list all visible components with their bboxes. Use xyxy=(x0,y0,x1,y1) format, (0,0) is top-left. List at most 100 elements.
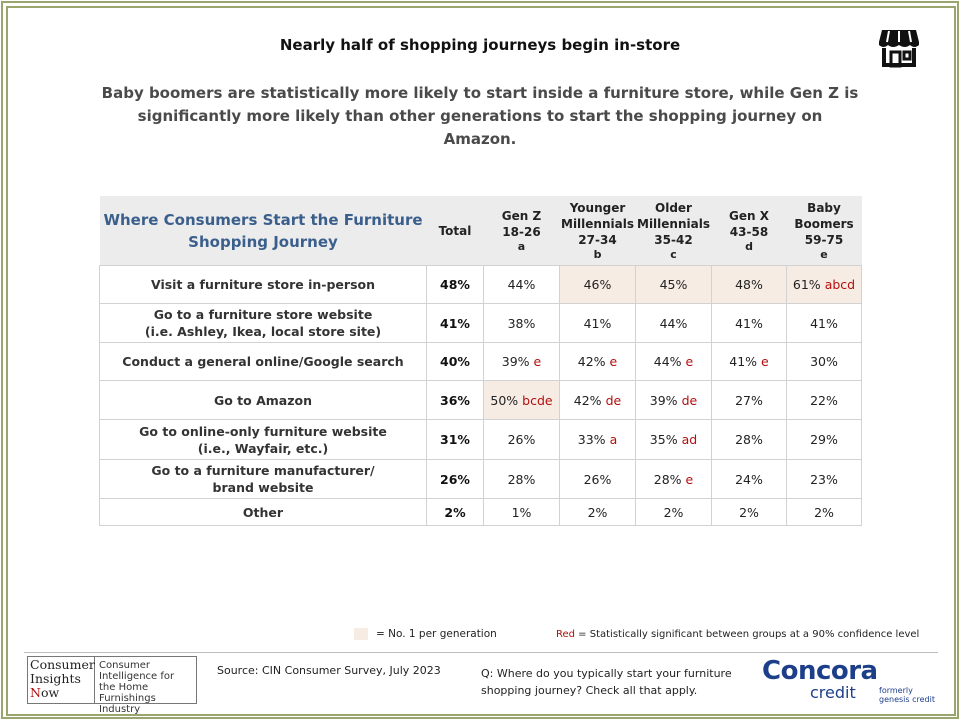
value-cell: 2% xyxy=(635,498,712,526)
cell-value: 38% xyxy=(507,315,536,331)
row-label-line: Go to a furniture manufacturer/ xyxy=(151,463,375,478)
value-cell: 1% xyxy=(483,498,560,526)
cell-value: 29% xyxy=(810,432,838,447)
value-cell: 38% xyxy=(483,303,560,343)
row-label: Other xyxy=(99,498,427,526)
significance-letters: abcd xyxy=(824,277,856,292)
value-cell: 35% ad xyxy=(635,419,712,460)
legend-significance-note: Red = Statistically significant between … xyxy=(556,629,919,640)
legend-red-text: = Statistically significant between grou… xyxy=(575,629,920,640)
slide-title: Nearly half of shopping journeys begin i… xyxy=(279,36,681,54)
cell-value: 41% xyxy=(735,315,763,331)
value-cell: 44% xyxy=(483,265,560,304)
col-letter: d xyxy=(745,239,753,253)
table-corner-label: Where Consumers Start the Furniture Shop… xyxy=(99,196,427,266)
table-row: Visit a furniture store in-person 48% 44% 4… xyxy=(99,265,862,304)
logo-rest: ow xyxy=(40,685,60,700)
col-header-gen-x: Gen X 43-58 d xyxy=(711,196,787,266)
value-cell: 2% xyxy=(711,498,787,526)
cell-value: 26% xyxy=(583,471,612,487)
row-label-line: Visit a furniture store in-person xyxy=(150,277,376,292)
row-label: Go to online-only furniture website (i.e.… xyxy=(99,419,427,460)
col-range: 59-75 xyxy=(804,232,844,247)
row-label: Go to a furniture store website (i.e. Ash… xyxy=(99,303,427,343)
row-label-line: brand website xyxy=(212,480,314,495)
total-cell: 36% xyxy=(426,380,484,420)
cell-value: 46% xyxy=(583,277,612,292)
total-cell: 41% xyxy=(426,303,484,343)
col-header-gen-z: Gen Z 18-26 a xyxy=(483,196,560,266)
total-cell: 2% xyxy=(426,498,484,526)
concora-credit: credit xyxy=(810,683,856,702)
row-label-line: Other xyxy=(242,504,284,520)
footer-divider xyxy=(24,652,938,653)
significance-letters: e xyxy=(761,354,769,369)
concora-wordmark: Concora xyxy=(762,656,878,686)
value-cell: 41% e xyxy=(711,342,787,381)
significance-letters: a xyxy=(609,432,618,447)
cin-logo-wordmark: Consumer Insights Now xyxy=(28,657,95,703)
cell-value: 44% xyxy=(507,277,536,292)
col-header-younger-millennials: Younger Millennials 27-34 b xyxy=(559,196,636,266)
row-label-line: (i.e., Wayfair, etc.) xyxy=(197,440,329,456)
cell-value: 50% xyxy=(490,392,519,408)
col-letter: b xyxy=(593,247,602,261)
row-label: Go to a furniture manufacturer/brand web… xyxy=(99,459,427,499)
col-header-older-millennials: Older Millennials 35-42 c xyxy=(635,196,712,266)
significance-letters: e xyxy=(609,354,618,369)
value-cell: 23% xyxy=(786,459,862,499)
table-row: Other 2% 1% 2% 2% 2% 2% xyxy=(99,498,862,526)
logo-line: Now xyxy=(30,686,92,700)
logo-line: Insights xyxy=(30,671,81,686)
value-cell: 45% xyxy=(635,265,712,304)
value-cell: 44% e xyxy=(635,342,712,381)
table-row: Go to Amazon 36% 50% bcde 42% de 39% de 27% 22% xyxy=(99,380,862,420)
col-name: Baby Boomers xyxy=(794,200,854,231)
cin-logo-tagline: Consumer Intelligence for the Home Furni… xyxy=(99,660,175,715)
inner-border xyxy=(6,6,956,716)
cell-value: 41% xyxy=(810,315,838,331)
total-cell: 31% xyxy=(426,419,484,460)
formerly-line: formerly xyxy=(879,686,913,695)
col-name: Gen X xyxy=(729,208,769,223)
cell-value: 2% xyxy=(814,504,834,520)
value-cell: 48% xyxy=(711,265,787,304)
cell-value: 42% xyxy=(573,392,602,408)
cell-value: 35% xyxy=(649,432,678,447)
row-label: Go to Amazon xyxy=(99,380,427,420)
value-cell: 28% e xyxy=(635,459,712,499)
cell-value: 2% xyxy=(587,504,608,520)
header-row: Where Consumers Start the Furniture Shop… xyxy=(99,196,862,266)
value-cell: 24% xyxy=(711,459,787,499)
significance-letters: ad xyxy=(681,432,698,447)
cin-logo: Consumer Insights Now Consumer Intellige… xyxy=(27,656,197,715)
cell-value: 48% xyxy=(735,277,763,292)
col-letter: e xyxy=(820,247,828,261)
row-label-line: Go to online-only furniture website xyxy=(139,423,387,439)
cell-value: 44% xyxy=(653,354,682,369)
formerly-line: genesis credit xyxy=(879,695,935,704)
value-cell: 22% xyxy=(786,380,862,420)
value-cell: 61% abcd xyxy=(786,265,862,304)
table-body: Visit a furniture store in-person 48% 44% 4… xyxy=(99,265,862,526)
col-range: 35-42 xyxy=(654,232,693,247)
value-cell: 39% de xyxy=(635,380,712,420)
value-cell: 33% a xyxy=(559,419,636,460)
cell-value: 1% xyxy=(511,504,532,520)
total-cell: 26% xyxy=(426,459,484,499)
source-note: Source: CIN Consumer Survey, July 2023 xyxy=(217,664,441,677)
table-row: Conduct a general online/Google search 40… xyxy=(99,342,862,381)
table-row: Go to a furniture manufacturer/brand web… xyxy=(99,459,862,499)
value-cell: 50% bcde xyxy=(483,380,560,420)
col-name: Gen Z xyxy=(501,208,542,223)
cell-value: 28% xyxy=(735,432,763,447)
table-row: Go to online-only furniture website (i.e.… xyxy=(99,419,862,460)
total-cell: 48% xyxy=(426,265,484,304)
legend-red-word: Red xyxy=(556,629,575,640)
significance-letters: de xyxy=(681,392,698,408)
value-cell: 41% xyxy=(786,303,862,343)
significance-letters: e xyxy=(685,354,694,369)
value-cell: 30% xyxy=(786,342,862,381)
value-cell: 41% xyxy=(559,303,636,343)
cell-value: 42% xyxy=(577,354,606,369)
